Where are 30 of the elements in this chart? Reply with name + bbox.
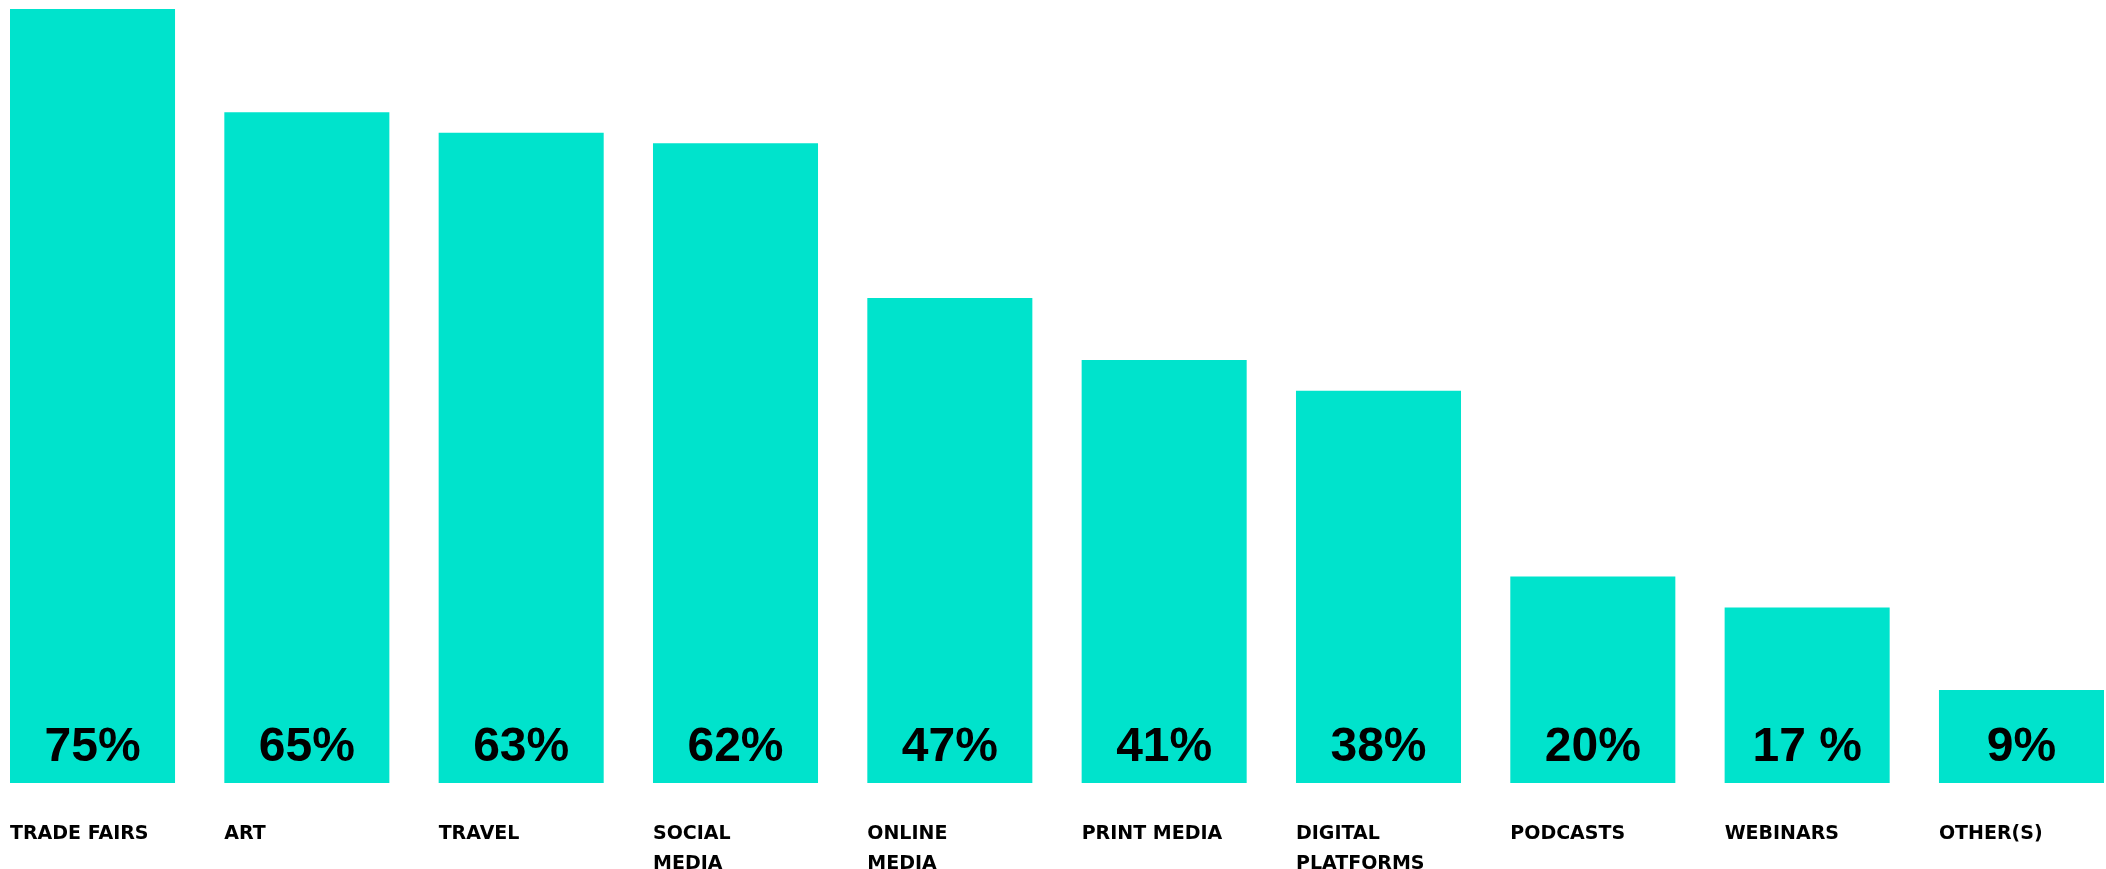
data-label: 38% bbox=[1330, 718, 1427, 771]
x-tick-label: WEBINARS bbox=[1724, 820, 1840, 843]
data-label: 63% bbox=[473, 718, 570, 771]
bar bbox=[1295, 390, 1462, 783]
bar bbox=[1938, 690, 2104, 783]
data-label: 62% bbox=[687, 718, 784, 771]
data-label: 17 % bbox=[1752, 718, 1862, 771]
data-label: 47% bbox=[901, 718, 998, 771]
data-label: 75% bbox=[44, 718, 141, 771]
bar bbox=[10, 9, 176, 783]
x-tick-label: PRINT MEDIA bbox=[1081, 820, 1223, 843]
bar bbox=[1081, 359, 1247, 783]
data-label: 9% bbox=[1986, 718, 2057, 771]
x-tick-label: TRADE FAIRS bbox=[10, 820, 149, 843]
bar bbox=[867, 297, 1033, 783]
x-tick-label: ART bbox=[224, 820, 266, 843]
bar bbox=[1724, 607, 1890, 783]
x-tick-label: TRAVEL bbox=[438, 820, 520, 843]
bar bbox=[652, 143, 819, 783]
x-tick-label: DIGITAL PLATFORMS bbox=[1295, 820, 1425, 869]
x-tick-label: ONLINE MEDIA bbox=[867, 820, 948, 869]
bar bbox=[1510, 576, 1676, 783]
x-tick-label: PODCASTS bbox=[1510, 820, 1626, 843]
bar bbox=[438, 132, 604, 783]
bar bbox=[224, 112, 390, 783]
data-label: 65% bbox=[258, 718, 355, 771]
data-label: 20% bbox=[1544, 718, 1641, 771]
x-tick-label: SOCIAL MEDIA bbox=[652, 820, 731, 869]
data-label: 41% bbox=[1116, 718, 1213, 771]
x-tick-label: OTHER(S) bbox=[1938, 820, 2043, 843]
